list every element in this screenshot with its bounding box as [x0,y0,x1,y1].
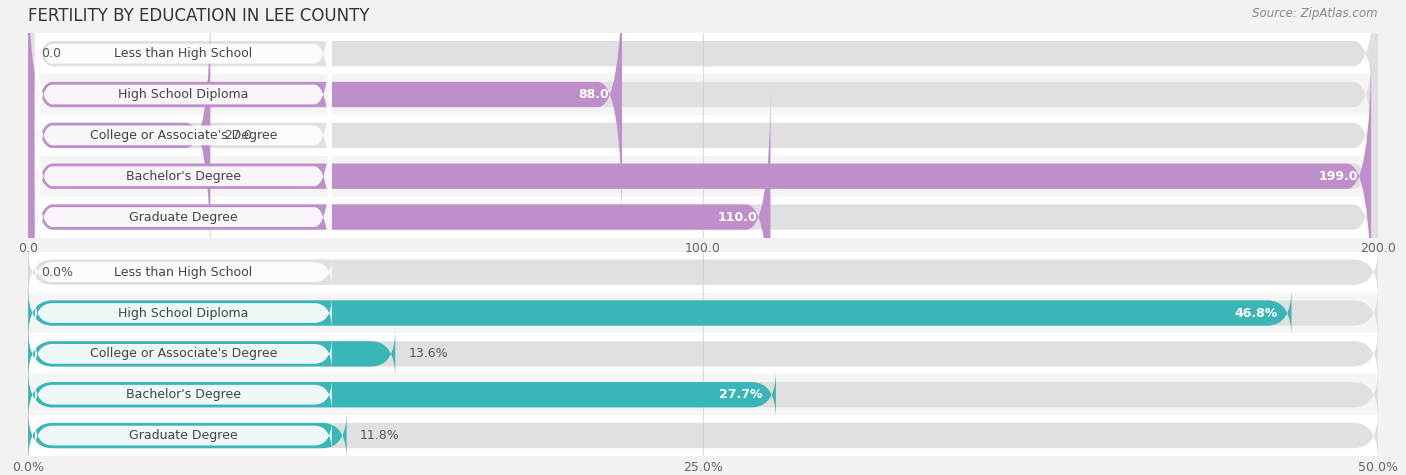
FancyBboxPatch shape [28,333,1378,374]
Text: Bachelor's Degree: Bachelor's Degree [127,388,240,401]
FancyBboxPatch shape [28,1,211,270]
FancyBboxPatch shape [35,378,332,411]
FancyBboxPatch shape [28,83,1378,352]
FancyBboxPatch shape [35,256,332,289]
FancyBboxPatch shape [28,374,1378,415]
Text: College or Associate's Degree: College or Associate's Degree [90,129,277,142]
Text: College or Associate's Degree: College or Associate's Degree [90,347,277,361]
Text: Graduate Degree: Graduate Degree [129,210,238,224]
Text: 0.0: 0.0 [42,47,62,60]
FancyBboxPatch shape [35,0,332,191]
FancyBboxPatch shape [28,293,1378,333]
FancyBboxPatch shape [28,411,347,460]
Text: 0.0%: 0.0% [42,266,73,279]
Text: 46.8%: 46.8% [1234,306,1278,320]
FancyBboxPatch shape [35,337,332,370]
FancyBboxPatch shape [35,121,332,314]
FancyBboxPatch shape [28,0,1378,188]
Text: Source: ZipAtlas.com: Source: ZipAtlas.com [1253,7,1378,20]
Text: Less than High School: Less than High School [114,47,253,60]
Text: 110.0: 110.0 [717,210,756,224]
Text: 27.7%: 27.7% [718,388,762,401]
FancyBboxPatch shape [28,370,1378,419]
FancyBboxPatch shape [28,42,1378,311]
FancyBboxPatch shape [28,115,1378,156]
FancyBboxPatch shape [28,252,1378,293]
FancyBboxPatch shape [28,289,1292,337]
FancyBboxPatch shape [28,330,1378,378]
FancyBboxPatch shape [28,415,1378,456]
FancyBboxPatch shape [28,411,1378,460]
FancyBboxPatch shape [28,42,1371,311]
FancyBboxPatch shape [28,0,621,229]
FancyBboxPatch shape [28,33,1378,74]
Text: FERTILITY BY EDUCATION IN LEE COUNTY: FERTILITY BY EDUCATION IN LEE COUNTY [28,7,370,25]
Text: Graduate Degree: Graduate Degree [129,429,238,442]
FancyBboxPatch shape [28,83,770,352]
Text: 88.0: 88.0 [578,88,609,101]
FancyBboxPatch shape [28,156,1378,197]
FancyBboxPatch shape [28,330,395,378]
Text: 199.0: 199.0 [1319,170,1358,183]
Text: 11.8%: 11.8% [360,429,399,442]
Text: High School Diploma: High School Diploma [118,306,249,320]
FancyBboxPatch shape [28,197,1378,238]
FancyBboxPatch shape [28,248,1378,296]
FancyBboxPatch shape [35,80,332,273]
FancyBboxPatch shape [28,1,1378,270]
Text: Less than High School: Less than High School [114,266,253,279]
Text: Bachelor's Degree: Bachelor's Degree [127,170,240,183]
FancyBboxPatch shape [35,0,332,150]
Text: 13.6%: 13.6% [409,347,449,361]
FancyBboxPatch shape [28,74,1378,115]
FancyBboxPatch shape [35,39,332,232]
FancyBboxPatch shape [28,370,776,419]
FancyBboxPatch shape [35,419,332,452]
FancyBboxPatch shape [28,0,1378,229]
Text: 27.0: 27.0 [224,129,252,142]
FancyBboxPatch shape [35,296,332,330]
FancyBboxPatch shape [28,289,1378,337]
Text: High School Diploma: High School Diploma [118,88,249,101]
